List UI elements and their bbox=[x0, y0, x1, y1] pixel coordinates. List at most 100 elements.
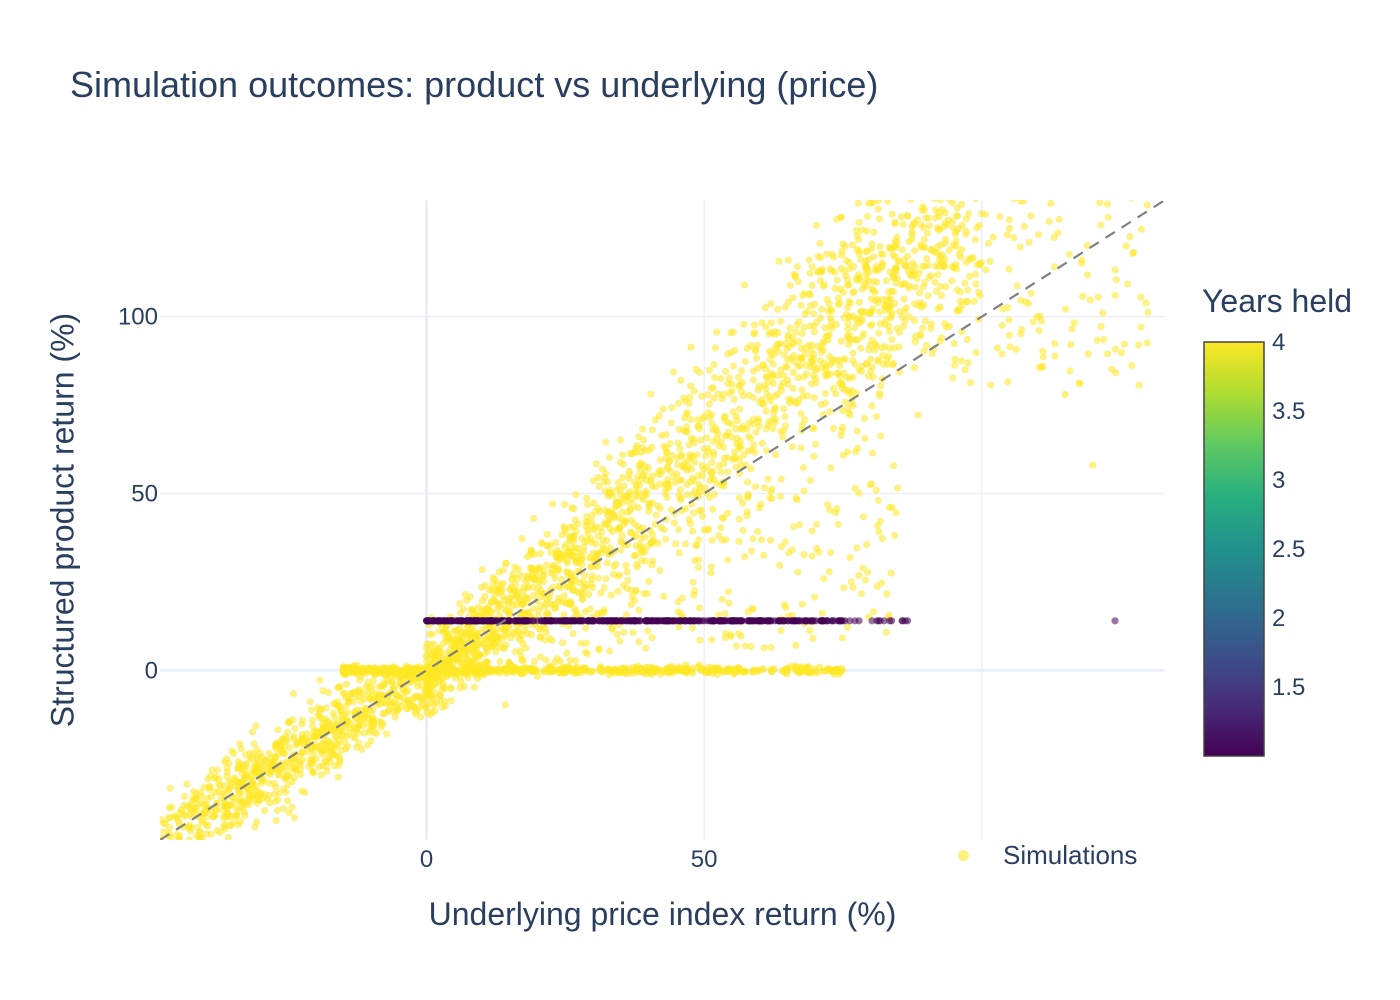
scatter-point bbox=[945, 180, 952, 187]
scatter-point bbox=[969, 254, 977, 262]
scatter-point bbox=[834, 520, 842, 529]
scatter-point bbox=[1094, 293, 1102, 301]
scatter-point bbox=[1051, 340, 1059, 348]
legend[interactable]: Simulations bbox=[958, 840, 1137, 871]
scatter-point bbox=[353, 726, 361, 734]
scatter-point bbox=[936, 200, 945, 204]
scatter-point bbox=[298, 730, 306, 738]
scatter-point bbox=[239, 762, 248, 770]
scatter-point bbox=[569, 537, 578, 546]
scatter-point bbox=[606, 453, 614, 461]
scatter-point bbox=[937, 241, 945, 249]
scatter-point bbox=[854, 200, 862, 207]
scatter-point bbox=[736, 381, 744, 389]
scatter-point bbox=[614, 498, 623, 506]
scatter-point bbox=[724, 588, 733, 596]
scatter-point bbox=[725, 389, 733, 397]
scatter-point bbox=[741, 642, 749, 650]
scatter-point bbox=[724, 468, 732, 476]
scatter-point bbox=[1076, 379, 1084, 388]
scatter-point bbox=[826, 408, 834, 416]
scatter-point bbox=[846, 299, 855, 307]
scatter-point bbox=[961, 279, 969, 287]
scatter-point bbox=[909, 259, 917, 267]
colorbar bbox=[1203, 341, 1265, 757]
scatter-point bbox=[957, 357, 966, 365]
scatter-point bbox=[737, 442, 745, 450]
scatter-point bbox=[536, 602, 544, 610]
scatter-point bbox=[271, 752, 279, 761]
scatter-point-autocall bbox=[734, 617, 743, 625]
scatter-point bbox=[279, 735, 287, 744]
scatter-point-autocall bbox=[886, 617, 894, 625]
scatter-point bbox=[960, 142, 967, 149]
scatter-point bbox=[425, 646, 433, 655]
scatter-point bbox=[837, 337, 845, 345]
scatter-point bbox=[842, 310, 851, 318]
scatter-point bbox=[296, 770, 305, 779]
scatter-point bbox=[798, 354, 806, 362]
scatter-point bbox=[972, 280, 980, 288]
scatter-point bbox=[966, 272, 974, 281]
scatter-point bbox=[571, 544, 579, 552]
scatter-point bbox=[818, 305, 826, 313]
scatter-point-autocall bbox=[855, 617, 863, 625]
scatter-point bbox=[1111, 291, 1119, 299]
scatter-point bbox=[274, 796, 282, 804]
scatter-point bbox=[920, 160, 927, 167]
scatter-point bbox=[706, 477, 714, 485]
scatter-point bbox=[844, 276, 852, 284]
scatter-point bbox=[652, 511, 660, 519]
scatter-point bbox=[236, 817, 244, 826]
scatter-point bbox=[816, 314, 825, 322]
scatter-point bbox=[1084, 350, 1092, 358]
scatter-point bbox=[956, 288, 964, 296]
scatter-point bbox=[296, 738, 304, 746]
scatter-point bbox=[847, 578, 855, 586]
scatter-point bbox=[610, 562, 618, 571]
scatter-point bbox=[202, 821, 210, 829]
scatter-point bbox=[566, 656, 574, 664]
scatter-point bbox=[707, 563, 716, 571]
scatter-point bbox=[606, 544, 614, 552]
scatter-point bbox=[749, 376, 757, 384]
scatter-point bbox=[689, 669, 697, 677]
scatter-point bbox=[298, 716, 306, 724]
scatter-point bbox=[635, 638, 643, 646]
scatter-point bbox=[224, 833, 232, 840]
scatter-point bbox=[866, 481, 874, 489]
scatter-point bbox=[662, 485, 670, 493]
scatter-point bbox=[754, 418, 762, 426]
scatter-point bbox=[740, 281, 749, 289]
y-tick-labels: 0 50 100 bbox=[118, 304, 158, 685]
scatter-point bbox=[731, 346, 739, 355]
scatter-point bbox=[278, 747, 286, 755]
scatter-point bbox=[984, 191, 991, 198]
scatter-point bbox=[790, 351, 798, 360]
scatter-point bbox=[825, 568, 833, 576]
scatter-point bbox=[200, 839, 206, 840]
scatter-point bbox=[1005, 216, 1014, 224]
y-tick-label: 100 bbox=[118, 304, 158, 331]
scatter-point bbox=[603, 511, 612, 519]
scatter-point bbox=[708, 420, 716, 428]
scatter-point bbox=[808, 552, 816, 560]
scatter-point bbox=[656, 504, 664, 512]
scatter-point bbox=[691, 458, 699, 466]
scatter-point bbox=[813, 364, 821, 373]
scatter-point bbox=[456, 600, 464, 608]
scatter-point bbox=[841, 242, 849, 250]
scatter-point bbox=[872, 263, 880, 271]
scatter-point bbox=[552, 553, 561, 561]
scatter-point bbox=[647, 390, 655, 398]
scatter-point bbox=[826, 322, 834, 330]
scatter-point bbox=[752, 345, 760, 354]
scatter-point bbox=[745, 419, 754, 427]
scatter-point bbox=[536, 653, 544, 661]
scatter-point-autocall bbox=[647, 617, 655, 625]
scatter-point bbox=[273, 807, 281, 815]
scatter-point bbox=[851, 360, 859, 368]
scatter-point bbox=[877, 432, 885, 440]
scatter-point bbox=[1124, 280, 1132, 288]
